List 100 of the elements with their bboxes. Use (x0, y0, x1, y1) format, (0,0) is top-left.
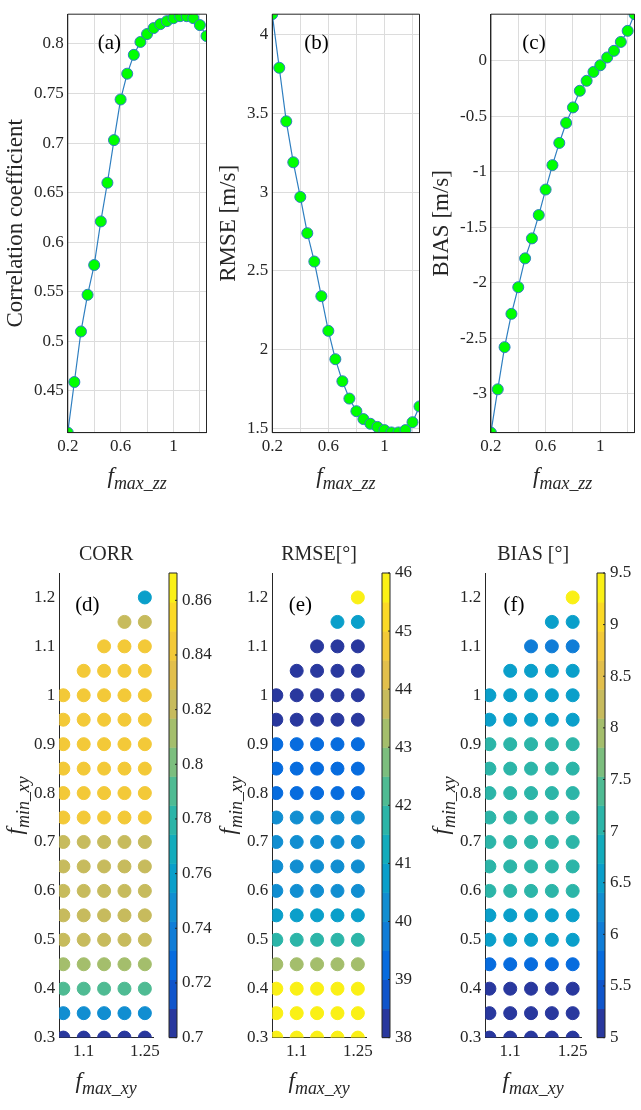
point (350, 405, 363, 418)
y-tick-label: 1.2 (460, 586, 482, 606)
y-axis-title: fmin_xy (215, 776, 246, 835)
y-tick-label: 0.4 (247, 978, 269, 998)
chart-title: CORR (78, 542, 135, 565)
x-tick-label: 1.25 (129, 1041, 160, 1061)
color-bar-label: 46 (395, 562, 412, 582)
y-tick-label: 2.5 (247, 260, 269, 280)
y-tick-label: 1 (259, 684, 269, 704)
color-bar-label: 9 (610, 614, 619, 634)
point (287, 156, 300, 169)
y-tick-label: 0.7 (460, 831, 482, 851)
point (114, 93, 127, 106)
y-tick-label: 1.1 (247, 635, 269, 655)
point (94, 215, 107, 228)
point (101, 176, 114, 189)
x-tick-label: 0.6 (317, 436, 339, 456)
y-tick-label: 0.6 (42, 231, 64, 251)
y-tick-label: 0.75 (34, 82, 64, 102)
color-bar-label: 43 (395, 736, 412, 756)
point (614, 35, 627, 48)
y-tick-label: 0.7 (42, 132, 65, 152)
y-tick-label: 0.6 (460, 880, 482, 900)
y-tick-label: 0.6 (34, 880, 56, 900)
color-bar-label: 38 (395, 1027, 412, 1047)
point (539, 183, 552, 196)
y-tick-label: 0.8 (42, 33, 64, 53)
x-tick-label: 1.1 (286, 1041, 308, 1061)
point (322, 324, 335, 337)
color-bar-label: 0.78 (182, 808, 212, 828)
color-bar-label: 45 (395, 620, 412, 640)
y-tick-label: 0.5 (247, 929, 269, 949)
y-tick-label: -1.5 (459, 216, 487, 236)
y-tick-label: -2.5 (459, 327, 487, 347)
point (329, 353, 342, 366)
point (343, 392, 356, 405)
point (525, 232, 538, 245)
point (498, 341, 511, 354)
point (406, 416, 419, 429)
annotation: (a) (97, 30, 122, 54)
color-bar-label: 44 (395, 678, 413, 698)
point (273, 61, 286, 74)
y-tick-label: 0 (478, 50, 487, 70)
y-axis-title: BIAS [m/s] (428, 170, 454, 277)
point (74, 325, 87, 338)
point (505, 307, 518, 320)
color-bar-label: 6 (610, 923, 619, 943)
color-bar-label: 6.5 (610, 872, 632, 892)
y-tick-label: 0.4 (460, 978, 482, 998)
point (301, 227, 314, 240)
color-bar-label: 0.86 (182, 589, 212, 609)
color-bar-label: 8 (610, 717, 619, 737)
color-bar-label: 5 (610, 1027, 619, 1047)
color-bar-label: 42 (395, 794, 412, 814)
y-tick-label: 0.3 (247, 1027, 269, 1047)
annotation: (f) (503, 592, 525, 617)
point (88, 259, 101, 272)
point (127, 48, 140, 61)
y-tick-label: 1.2 (247, 586, 269, 606)
y-tick-label: 0.5 (34, 929, 56, 949)
color-bar-label: 40 (395, 910, 412, 930)
y-tick-label: -2 (472, 272, 487, 292)
point (121, 67, 134, 80)
color-bar-label: 39 (395, 968, 412, 988)
x-tick-label: 0.6 (534, 436, 557, 456)
x-tick-label: 1.25 (342, 1041, 373, 1061)
point (193, 19, 206, 32)
color-bar-label: 7.5 (610, 768, 632, 788)
point (621, 24, 634, 37)
color-bar-label: 0.7 (182, 1027, 204, 1047)
point (81, 288, 94, 301)
y-tick-label: 0.7 (247, 831, 269, 851)
annotation: (c) (522, 30, 546, 54)
point (68, 376, 81, 389)
y-tick-label: 1.5 (247, 417, 269, 437)
y-tick-label: 0.4 (34, 978, 56, 998)
point (519, 252, 532, 265)
y-tick-label: 3 (259, 181, 269, 201)
x-tick-label: 1 (596, 436, 605, 456)
y-axis-title: Correlation coefficient (2, 118, 28, 328)
point (580, 74, 593, 87)
x-tick-label: 1 (380, 436, 389, 456)
point (573, 84, 586, 97)
y-tick-label: 1 (46, 684, 56, 704)
y-tick-label: -1 (472, 161, 487, 181)
color-bar-label: 0.84 (182, 644, 213, 664)
y-tick-label: 0.9 (460, 733, 482, 753)
point (566, 101, 579, 114)
y-tick-label: 0.9 (247, 733, 269, 753)
annotation: (b) (304, 30, 329, 54)
y-tick-label: 2 (259, 339, 269, 359)
y-tick-label: 0.8 (247, 782, 269, 802)
y-tick-label: 0.8 (460, 782, 482, 802)
y-tick-label: 1.1 (34, 635, 56, 655)
annotation: (e) (288, 592, 313, 617)
y-axis-title: RMSE [m/s] (215, 164, 241, 282)
point (308, 255, 321, 268)
y-tick-label: 0.45 (34, 380, 64, 400)
y-tick-label: 0.3 (34, 1027, 56, 1047)
y-tick-label: 0.3 (460, 1027, 482, 1047)
